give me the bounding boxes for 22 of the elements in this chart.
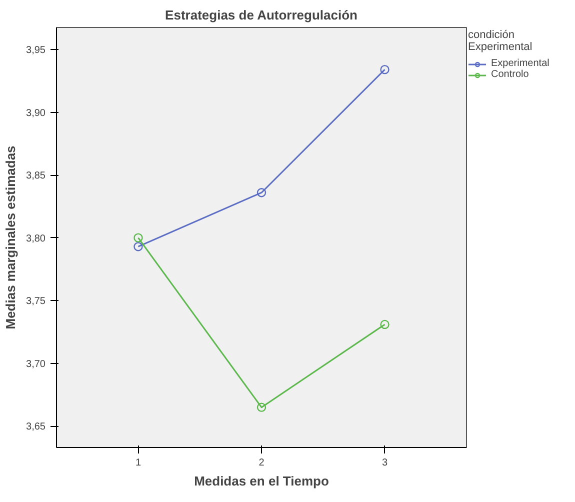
- point: [380, 320, 390, 330]
- legend-title: condición Experimental: [468, 29, 534, 53]
- point: [134, 233, 143, 242]
- y-tick-label: 3,70: [26, 358, 46, 370]
- x-tick-label: 1: [135, 458, 142, 468]
- y-tick-label: 3,85: [26, 170, 46, 182]
- chart-title: Estrategias de Autorregulación: [165, 8, 358, 22]
- x-tick-label: 2: [258, 458, 265, 468]
- y-tick-label: 3,95: [26, 44, 46, 56]
- x-axis-title: Medidas en el Tiempo: [194, 474, 329, 488]
- point: [134, 242, 143, 252]
- y-tick-label: 3,90: [26, 108, 46, 119]
- y-tick-label: 3,80: [26, 233, 46, 244]
- point: [380, 64, 390, 74]
- point: [256, 402, 266, 412]
- legend-label: Controlo: [491, 69, 529, 80]
- x-tick-label: 3: [382, 458, 388, 468]
- y-axis-title: Medias marginales estimadas: [3, 146, 18, 330]
- y-tick-label: 3,65: [26, 422, 46, 433]
- y-tick-label: 3,75: [26, 296, 46, 308]
- legend-label: Experimental: [491, 58, 550, 69]
- point: [256, 188, 266, 198]
